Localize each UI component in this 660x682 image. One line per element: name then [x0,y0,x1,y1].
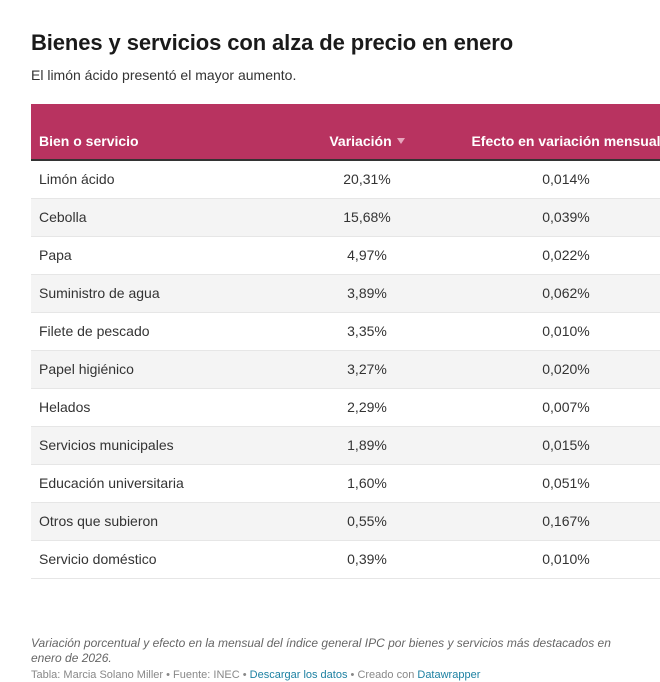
table-header: Bien o servicio Variación Efecto en vari… [31,104,660,161]
cell-effect: 0,022% [453,236,660,275]
footer-separator: • [239,668,250,681]
table-row: Helados 2,29% 0,007% [31,388,660,427]
cell-variation: 2,29% [281,388,453,427]
cell-variation: 3,27% [281,350,453,389]
table-body: Limón ácido 20,31% 0,014% Cebolla 15,68% 0,03… [31,160,660,579]
cell-effect: 0,010% [453,540,660,579]
cell-item: Papel higiénico [31,350,281,389]
table-row: Otros que subieron 0,55% 0,167% [31,502,660,541]
table-row: Servicios municipales 1,89% 0,015% [31,426,660,465]
cell-variation: 3,89% [281,274,453,313]
table-row: Cebolla 15,68% 0,039% [31,198,660,237]
download-data-link[interactable]: Descargar los datos [249,668,348,681]
column-header-effect[interactable]: Efecto en variación mensual [453,104,660,161]
data-table: Bien o servicio Variación Efecto en vari… [31,104,660,579]
cell-variation: 1,89% [281,426,453,465]
footer-created-with: Creado con [357,668,415,681]
footer-separator: • [347,668,358,681]
column-header-item-label: Bien o servicio [39,133,139,149]
column-header-variation[interactable]: Variación [281,104,453,161]
column-header-variation-label: Variación [329,133,392,149]
page-subtitle: El limón ácido presentó el mayor aumento… [31,67,297,83]
datawrapper-link[interactable]: Datawrapper [417,668,481,681]
cell-item: Cebolla [31,198,281,237]
column-header-effect-label: Efecto en variación mensual [471,133,660,149]
cell-item: Servicios municipales [31,426,281,465]
cell-item: Papa [31,236,281,275]
cell-variation: 0,55% [281,502,453,541]
cell-item: Educación universitaria [31,464,281,503]
cell-variation: 4,97% [281,236,453,275]
footer-credit: Tabla: Marcia Solano Miller [31,668,164,681]
cell-item: Filete de pescado [31,312,281,351]
cell-effect: 0,020% [453,350,660,389]
cell-effect: 0,014% [453,160,660,199]
cell-item: Suministro de agua [31,274,281,313]
page-title: Bienes y servicios con alza de precio en… [31,30,514,55]
table-row: Papa 4,97% 0,022% [31,236,660,275]
cell-variation: 15,68% [281,198,453,237]
table-row: Papel higiénico 3,27% 0,020% [31,350,660,389]
table-row: Educación universitaria 1,60% 0,051% [31,464,660,503]
table-row: Filete de pescado 3,35% 0,010% [31,312,660,351]
cell-effect: 0,062% [453,274,660,313]
table-row: Suministro de agua 3,89% 0,062% [31,274,660,313]
footer: Tabla: Marcia Solano Miller • Fuente: IN… [31,668,631,682]
cell-effect: 0,039% [453,198,660,237]
cell-item: Helados [31,388,281,427]
footer-source: Fuente: INEC [173,668,240,681]
cell-variation: 0,39% [281,540,453,579]
column-header-item[interactable]: Bien o servicio [31,104,281,161]
cell-effect: 0,051% [453,464,660,503]
table-row: Limón ácido 20,31% 0,014% [31,160,660,199]
cell-effect: 0,015% [453,426,660,465]
chart-container: Bienes y servicios con alza de precio en… [31,28,660,682]
cell-variation: 3,35% [281,312,453,351]
cell-item: Otros que subieron [31,502,281,541]
sort-down-icon[interactable] [396,138,405,145]
cell-effect: 0,010% [453,312,660,351]
cell-variation: 1,60% [281,464,453,503]
table-row: Servicio doméstico 0,39% 0,010% [31,540,660,579]
cell-item: Limón ácido [31,160,281,199]
cell-variation: 20,31% [281,160,453,199]
header-row: Bien o servicio Variación Efecto en vari… [31,104,660,161]
footer-separator: • [163,668,174,681]
table-notes: Variación porcentual y efecto en la mens… [31,635,611,665]
cell-item: Servicio doméstico [31,540,281,579]
cell-effect: 0,167% [453,502,660,541]
cell-effect: 0,007% [453,388,660,427]
